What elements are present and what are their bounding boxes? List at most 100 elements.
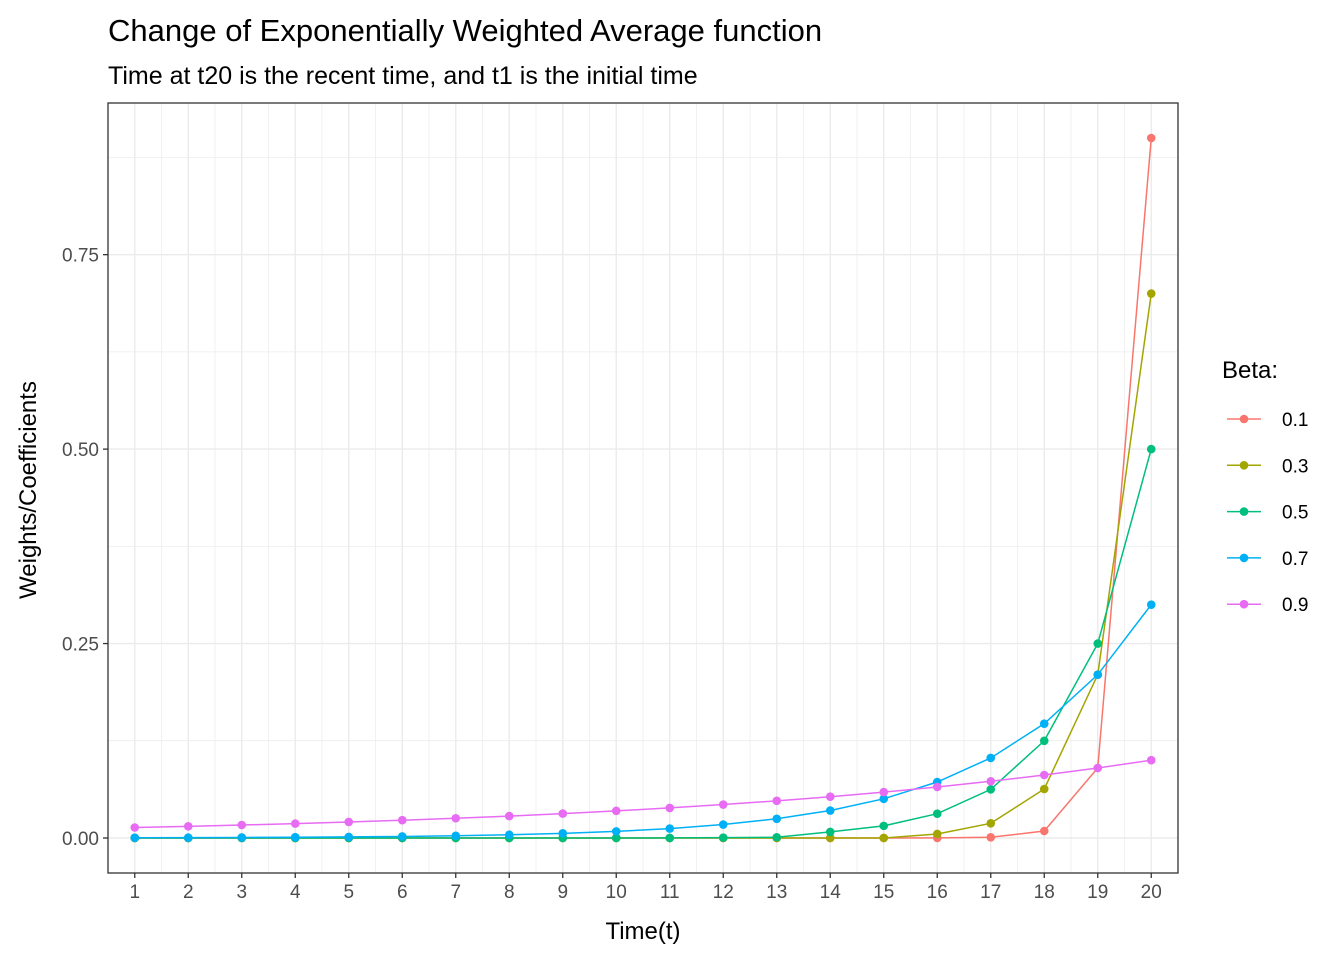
data-point — [1146, 444, 1156, 454]
data-point — [1039, 719, 1049, 728]
data-point — [1093, 639, 1103, 648]
data-point — [879, 787, 889, 797]
data-point — [290, 832, 300, 842]
data-point — [986, 777, 996, 786]
x-tick-label: 16 — [927, 882, 948, 903]
grid-lines — [108, 103, 1178, 873]
data-point — [825, 833, 835, 843]
legend-key-point — [1239, 507, 1249, 516]
data-point — [986, 753, 996, 763]
data-point — [825, 827, 835, 837]
data-point — [986, 819, 996, 828]
x-tick-label: 13 — [766, 882, 787, 903]
data-point — [558, 829, 568, 838]
data-point — [397, 832, 407, 841]
data-point — [665, 833, 675, 843]
legend-item: 0.5 — [1227, 503, 1308, 524]
x-tick-label: 19 — [1087, 882, 1108, 903]
data-point — [932, 829, 942, 839]
data-point — [237, 833, 247, 842]
data-point — [772, 832, 782, 842]
series-line — [134, 604, 1152, 839]
data-point — [772, 796, 782, 806]
data-point — [611, 833, 621, 843]
legend-label: 0.9 — [1282, 595, 1308, 616]
data-point — [1093, 670, 1103, 679]
data-point — [665, 824, 675, 833]
x-tick-label: 7 — [450, 882, 461, 903]
data-point — [986, 785, 996, 794]
x-tick-label: 20 — [1141, 882, 1162, 903]
legend-item: 0.7 — [1227, 549, 1308, 570]
data-point — [504, 830, 514, 840]
legend-key-point — [1239, 599, 1249, 609]
data-point — [1146, 133, 1156, 143]
x-tick-label: 3 — [236, 882, 247, 903]
x-tick-label: 4 — [290, 882, 301, 903]
chart-subtitle: Time at t20 is the recent time, and t1 i… — [108, 62, 698, 90]
data-point — [718, 800, 728, 809]
legend-label: 0.3 — [1282, 456, 1308, 477]
data-point — [825, 792, 835, 801]
y-axis-title: Weights/Coefficients — [15, 381, 42, 599]
data-point — [504, 811, 514, 821]
data-point — [290, 819, 300, 828]
x-tick-label: 5 — [343, 882, 354, 903]
data-point — [130, 833, 140, 842]
legend-key-point — [1239, 461, 1249, 470]
data-point — [451, 831, 461, 841]
legend-item: 0.3 — [1227, 456, 1308, 477]
legend-label: 0.7 — [1282, 549, 1308, 570]
data-point — [1146, 755, 1156, 765]
data-point — [879, 794, 889, 804]
data-point — [130, 823, 140, 832]
data-point — [451, 813, 461, 823]
chart-title: Change of Exponentially Weighted Average… — [108, 13, 822, 48]
data-point — [879, 833, 889, 843]
legend: Beta: 0.1 0.3 0.5 0.7 0.9 — [1222, 357, 1308, 616]
series-line — [134, 759, 1152, 829]
x-tick-label: 18 — [1034, 882, 1055, 903]
data-point — [932, 809, 942, 818]
legend-key-point — [1239, 414, 1249, 424]
legend-key-point — [1239, 553, 1249, 563]
data-point — [1039, 826, 1049, 836]
data-point — [718, 833, 728, 842]
x-tick-label: 11 — [660, 882, 680, 903]
data-point — [879, 821, 889, 831]
data-point — [1146, 600, 1156, 609]
data-point — [986, 833, 996, 842]
legend-label: 0.1 — [1282, 410, 1308, 431]
x-tick-label: 17 — [980, 882, 1001, 903]
legend-item: 0.1 — [1227, 410, 1308, 431]
data-point — [183, 822, 193, 831]
x-tick-label: 14 — [820, 882, 842, 903]
data-point — [611, 806, 621, 816]
data-point — [825, 806, 835, 815]
x-tick-label: 9 — [557, 882, 568, 903]
legend-title: Beta: — [1222, 357, 1278, 384]
legend-label: 0.5 — [1282, 503, 1308, 524]
x-tick-label: 12 — [713, 882, 734, 903]
data-point — [718, 820, 728, 829]
x-axis-title: Time(t) — [605, 918, 680, 945]
data-point — [1039, 770, 1049, 780]
y-tick-label: 0.25 — [62, 635, 99, 656]
x-tick-label: 2 — [183, 882, 194, 903]
x-tick-label: 8 — [504, 882, 515, 903]
x-tick-label: 10 — [606, 882, 627, 903]
legend-item: 0.9 — [1227, 595, 1308, 616]
series-0.9 — [130, 755, 1156, 832]
data-point — [558, 809, 568, 818]
x-tick-label: 1 — [129, 882, 140, 903]
x-tick-label: 15 — [873, 882, 894, 903]
data-point — [1093, 763, 1103, 773]
axes: 1 2 3 4 5 6 7 8 9 10 11 12 13 14 15 16 17 18 19 200.000.250… — [62, 246, 1162, 903]
data-point — [344, 817, 354, 827]
y-tick-label: 0.00 — [62, 829, 99, 850]
data-point — [665, 803, 675, 813]
data-point — [183, 833, 193, 842]
data-point — [611, 827, 621, 836]
y-tick-label: 0.50 — [62, 440, 99, 461]
